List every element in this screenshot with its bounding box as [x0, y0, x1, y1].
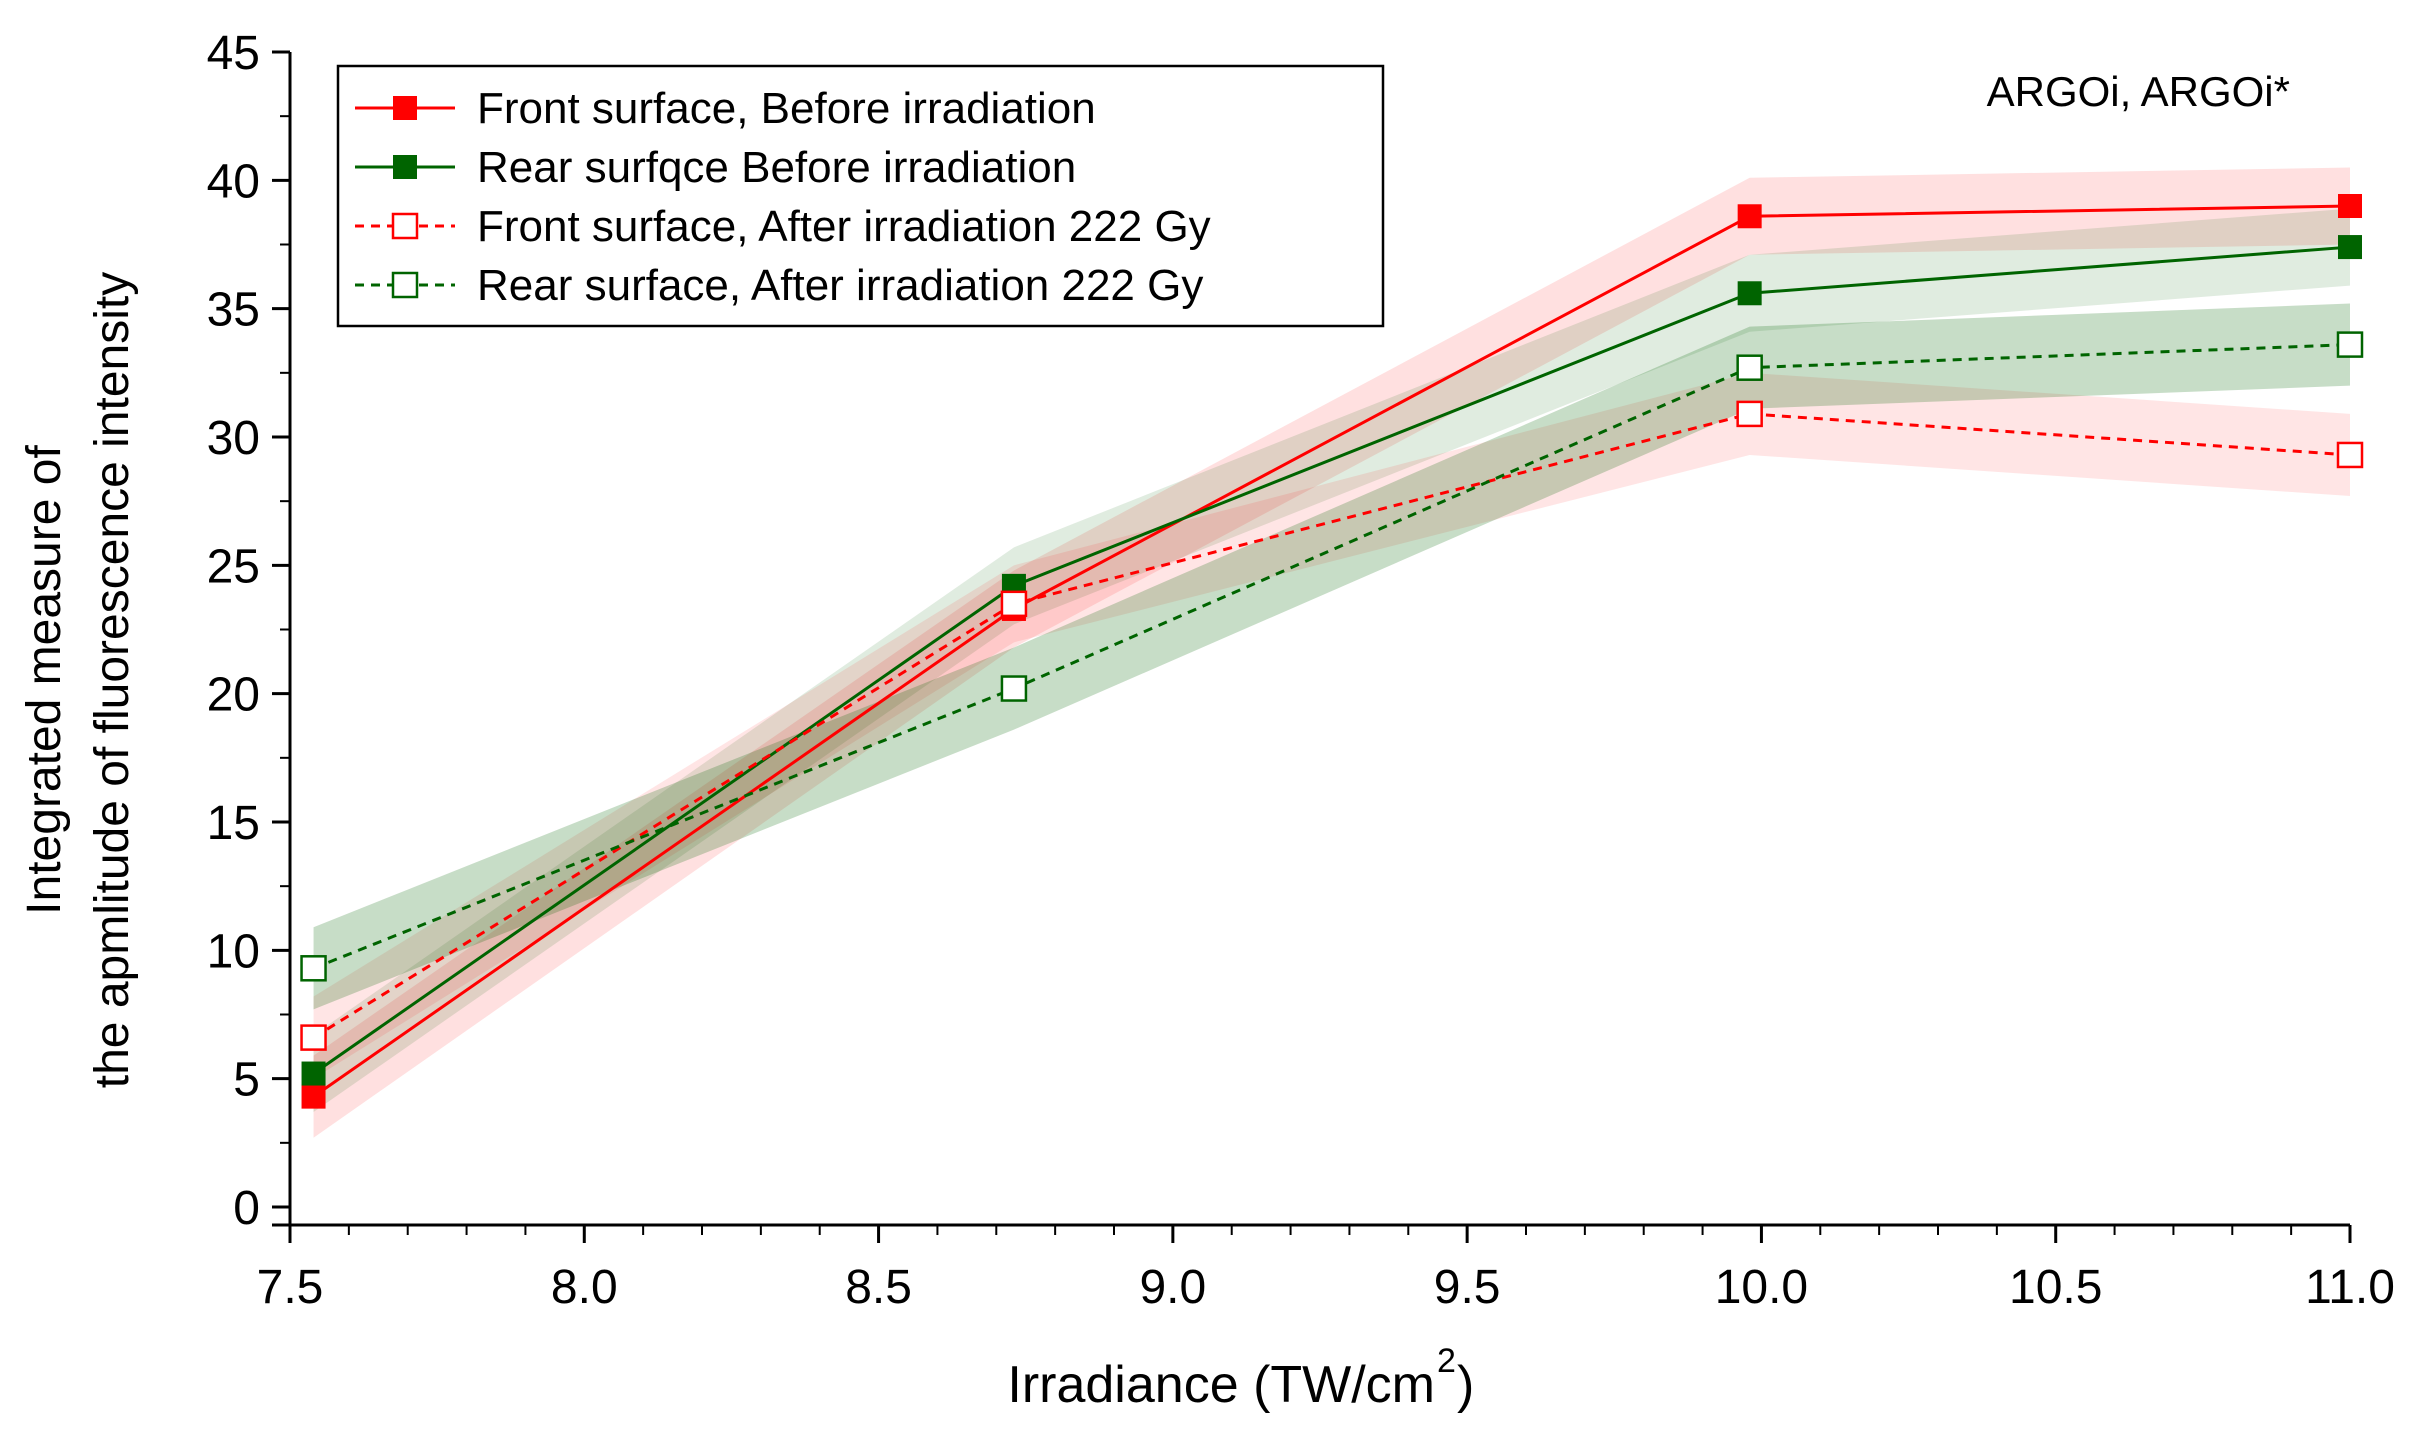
x-tick-label: 10.5: [2009, 1261, 2102, 1314]
confidence-bands: [313, 167, 2350, 1138]
legend-marker: [393, 155, 417, 179]
data-point: [300, 955, 327, 982]
axes: 0 5 10 15 20 25 30 35 40 45 7.5 8.0 8.5 9.0 9.5 10.0 10.…: [207, 27, 2395, 1314]
legend-marker: [391, 271, 419, 299]
chart-annotation: ARGOi, ARGOi*: [1987, 68, 2290, 115]
data-point: [1736, 400, 1763, 428]
legend: Front surface, Before irradiation Rear su…: [336, 64, 1385, 328]
data-point: [2338, 235, 2362, 260]
series-line-0: [312, 204, 2351, 1098]
y-tick-label: 5: [233, 1054, 260, 1107]
data-point: [300, 1024, 327, 1051]
data-point: [1000, 675, 1028, 702]
data-point: [1737, 204, 1762, 229]
data-point: [1000, 590, 1028, 618]
y-tick-label: 10: [207, 925, 260, 978]
series-band-3: [313, 303, 2350, 1010]
x-axis-label-close: ): [1457, 1356, 1474, 1414]
legend-label: Rear surface, After irradiation 222 Gy: [477, 261, 1203, 310]
data-point: [1736, 354, 1763, 381]
x-tick-label: 9.0: [1139, 1261, 1206, 1314]
y-tick-label: 25: [207, 540, 260, 593]
series-markers: [300, 194, 2364, 1109]
x-tick-label: 7.5: [257, 1261, 324, 1314]
y-tick-label: 15: [207, 797, 260, 850]
legend-label: Rear surfqce Before irradiation: [477, 143, 1076, 192]
legend-marker: [391, 212, 419, 240]
data-point: [2336, 331, 2364, 358]
x-tick-label: 11.0: [2305, 1261, 2395, 1314]
y-tick-label: 20: [207, 669, 260, 722]
x-axis-label-superscript: 2: [1437, 1342, 1456, 1380]
series-line-2: [312, 412, 2351, 1039]
data-point: [301, 1061, 326, 1086]
x-tick-label: 8.0: [551, 1261, 618, 1314]
series-line-3: [312, 343, 2351, 970]
series-band-2: [313, 372, 2350, 1079]
series-band-1: [313, 208, 2350, 1113]
y-tick-label: 0: [233, 1182, 260, 1235]
x-tick-label: 8.5: [845, 1261, 912, 1314]
y-axis-label-line1: Integrated measure of: [18, 445, 71, 915]
y-tick-label: 40: [207, 155, 260, 208]
x-tick-label: 10.0: [1715, 1261, 1808, 1314]
data-point: [2338, 194, 2362, 218]
legend-box: [336, 64, 1385, 328]
y-tick-label: 30: [207, 412, 260, 465]
legend-label: Front surface, Before irradiation: [477, 84, 1096, 133]
data-point: [301, 1084, 326, 1109]
data-point: [1737, 281, 1762, 306]
y-tick-label: 35: [207, 284, 260, 337]
x-tick-label: 9.5: [1434, 1261, 1501, 1314]
y-tick-label: 45: [207, 27, 260, 80]
legend-marker: [393, 96, 417, 120]
legend-label: Front surface, After irradiation 222 Gy: [477, 202, 1211, 251]
series-lines: [312, 204, 2351, 1098]
data-point: [2336, 441, 2364, 469]
y-axis-label-line2: the apmlitude of fluorescence intensity: [86, 272, 139, 1088]
x-axis-label: Irradiance (TW/cm: [1007, 1356, 1435, 1414]
